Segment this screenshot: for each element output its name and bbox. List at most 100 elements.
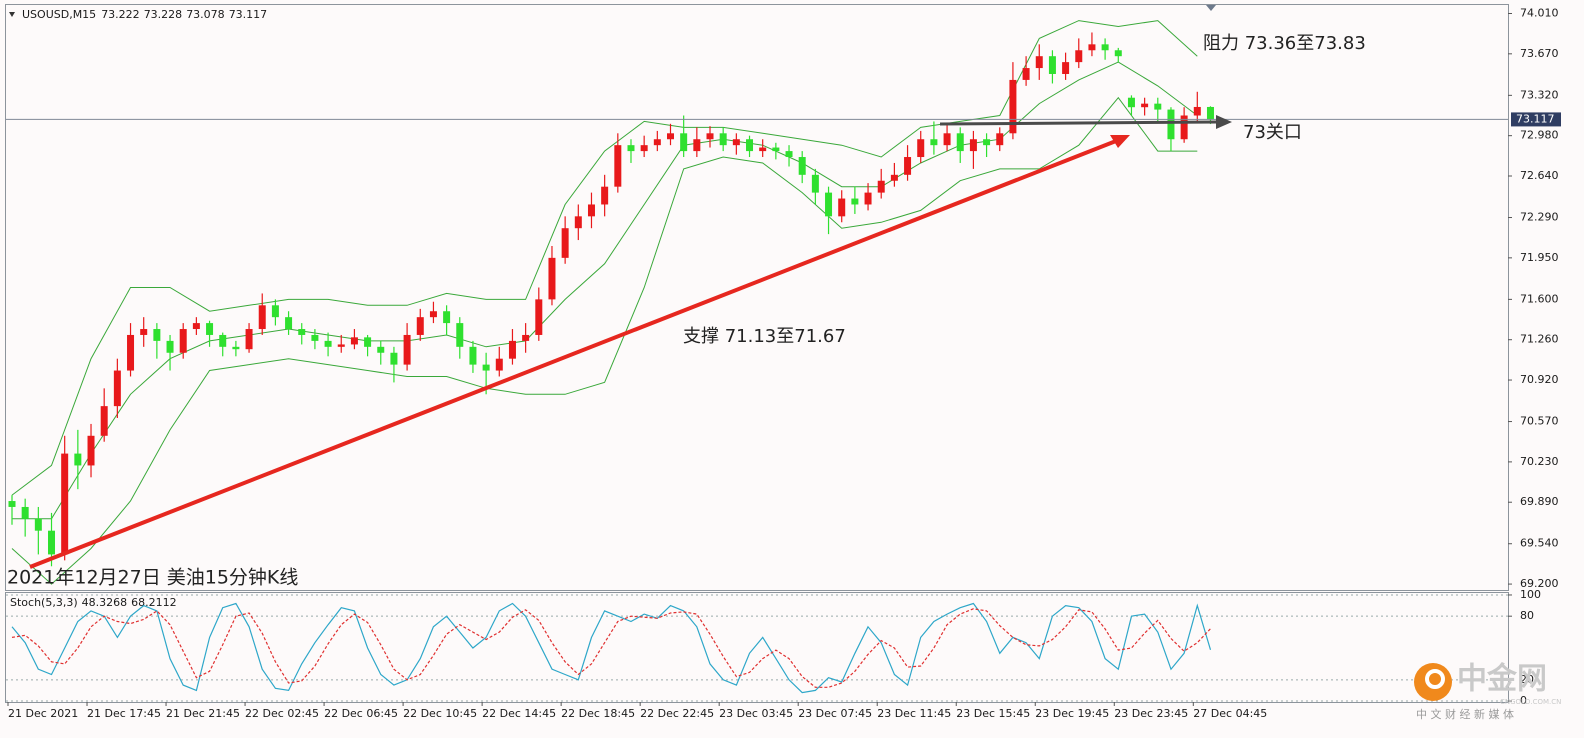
candle-body	[166, 340, 174, 353]
candle-body	[969, 139, 977, 152]
stoch-d-value: 68.2112	[131, 596, 177, 609]
candle-body	[508, 340, 516, 359]
candle-body	[153, 329, 161, 341]
candle-body	[1141, 103, 1149, 108]
y-tick-label: 69.200	[1520, 577, 1559, 590]
stoch-line	[11, 602, 1212, 694]
y-tick-label: 73.670	[1520, 47, 1559, 60]
candle-body	[1075, 50, 1083, 63]
symbol: USOUSD,M15	[22, 8, 96, 21]
candle-body	[574, 216, 582, 229]
candle-body	[179, 329, 187, 353]
candle-body	[1167, 109, 1175, 140]
chart-caption: 2021年12月27日 美油15分钟K线	[7, 567, 298, 589]
stoch-k-value: 48.3268	[82, 596, 128, 609]
logo-title: 中金网	[1457, 662, 1547, 697]
candle-body	[522, 334, 530, 341]
level-arrow	[939, 120, 1219, 126]
header-low: 73.078	[186, 8, 225, 21]
y-tick-label: 72.980	[1520, 129, 1559, 142]
candle-body	[61, 453, 69, 555]
candle-body	[1035, 56, 1043, 69]
candle-body	[956, 133, 964, 152]
x-tick-label: 23 Dec 19:45	[1035, 707, 1109, 720]
stoch-header: Stoch(5,3,3) 48.3268 68.2112	[10, 596, 177, 609]
stoch-line	[11, 608, 1211, 688]
candle-body	[8, 501, 16, 507]
candle-body	[798, 157, 806, 175]
candle-body	[113, 370, 121, 407]
candle-body	[640, 145, 648, 152]
x-tick-label: 22 Dec 06:45	[324, 707, 398, 720]
y-tick-label: 100	[1520, 588, 1541, 601]
candle-body	[482, 364, 490, 371]
candle-body	[930, 139, 938, 146]
header-close: 73.117	[229, 8, 268, 21]
candle-body	[390, 352, 398, 365]
candle-body	[74, 453, 82, 466]
candle-body	[1048, 56, 1056, 74]
y-tick-label: 70.920	[1520, 373, 1559, 386]
candle-body	[245, 329, 253, 350]
x-tick-label: 21 Dec 21:45	[166, 707, 240, 720]
logo-swirl	[1425, 669, 1445, 689]
candle-body	[1022, 68, 1030, 80]
x-tick-label: 22 Dec 02:45	[245, 707, 319, 720]
candle-body	[127, 334, 135, 371]
candle-body	[732, 139, 740, 146]
candle-body	[495, 358, 503, 371]
x-tick-label: 23 Dec 11:45	[877, 707, 951, 720]
candle-body	[983, 139, 991, 146]
x-tick-label: 23 Dec 07:45	[798, 707, 872, 720]
menu-arrow[interactable]	[9, 12, 15, 17]
candle-body	[21, 506, 29, 519]
header-high: 73.228	[144, 8, 183, 21]
stoch-pane	[5, 592, 1509, 703]
chart-header: USOUSD,M15 73.222 73.228 73.078 73.117	[22, 8, 267, 21]
candle-body	[1154, 103, 1162, 110]
candle-body	[377, 346, 385, 353]
candle-body	[271, 305, 279, 318]
candle-body	[364, 337, 372, 347]
candle-body	[535, 299, 543, 335]
candle-body	[614, 145, 622, 187]
level-note: 73关口	[1243, 122, 1302, 143]
x-tick-label: 23 Dec 23:45	[1114, 707, 1188, 720]
support-trendline	[29, 139, 1117, 569]
candle-body	[206, 323, 214, 335]
candle-body	[917, 139, 925, 158]
x-tick-label: 27 Dec 04:45	[1193, 707, 1267, 720]
shift-marker[interactable]	[1206, 5, 1216, 11]
candle-body	[337, 344, 345, 347]
y-tick-label: 72.290	[1520, 211, 1559, 224]
y-tick-label: 72.640	[1520, 169, 1559, 182]
watermark: 中金网 CNGOLD.COM.CN 中 文 财 经 新 媒 体	[1414, 662, 1561, 721]
y-tick-label: 0	[1520, 694, 1527, 707]
x-tick-label: 23 Dec 03:45	[719, 707, 793, 720]
candle-body	[890, 174, 898, 181]
candle-body	[232, 346, 240, 350]
header-open: 73.222	[101, 8, 140, 21]
candle-body	[34, 518, 42, 531]
candle-body	[653, 139, 661, 146]
candle-body	[416, 317, 424, 335]
candle-body	[746, 139, 754, 152]
y-tick-label: 69.890	[1520, 495, 1559, 508]
candle-body	[219, 334, 227, 347]
candle-body	[719, 133, 727, 146]
stoch-title: Stoch(5,3,3)	[10, 596, 78, 609]
last-price-label: 73.117	[1516, 112, 1555, 125]
bollinger-upper	[11, 20, 1198, 496]
candle-body	[943, 133, 951, 146]
candle-body	[456, 323, 464, 347]
candle-body	[311, 334, 319, 341]
candle-body	[851, 198, 859, 205]
candle-body	[772, 147, 780, 152]
candle-body	[1114, 50, 1122, 57]
candle-body	[469, 346, 477, 365]
y-tick-label: 71.950	[1520, 251, 1559, 264]
candle-body	[1193, 106, 1201, 116]
x-tick-label: 23 Dec 15:45	[956, 707, 1030, 720]
